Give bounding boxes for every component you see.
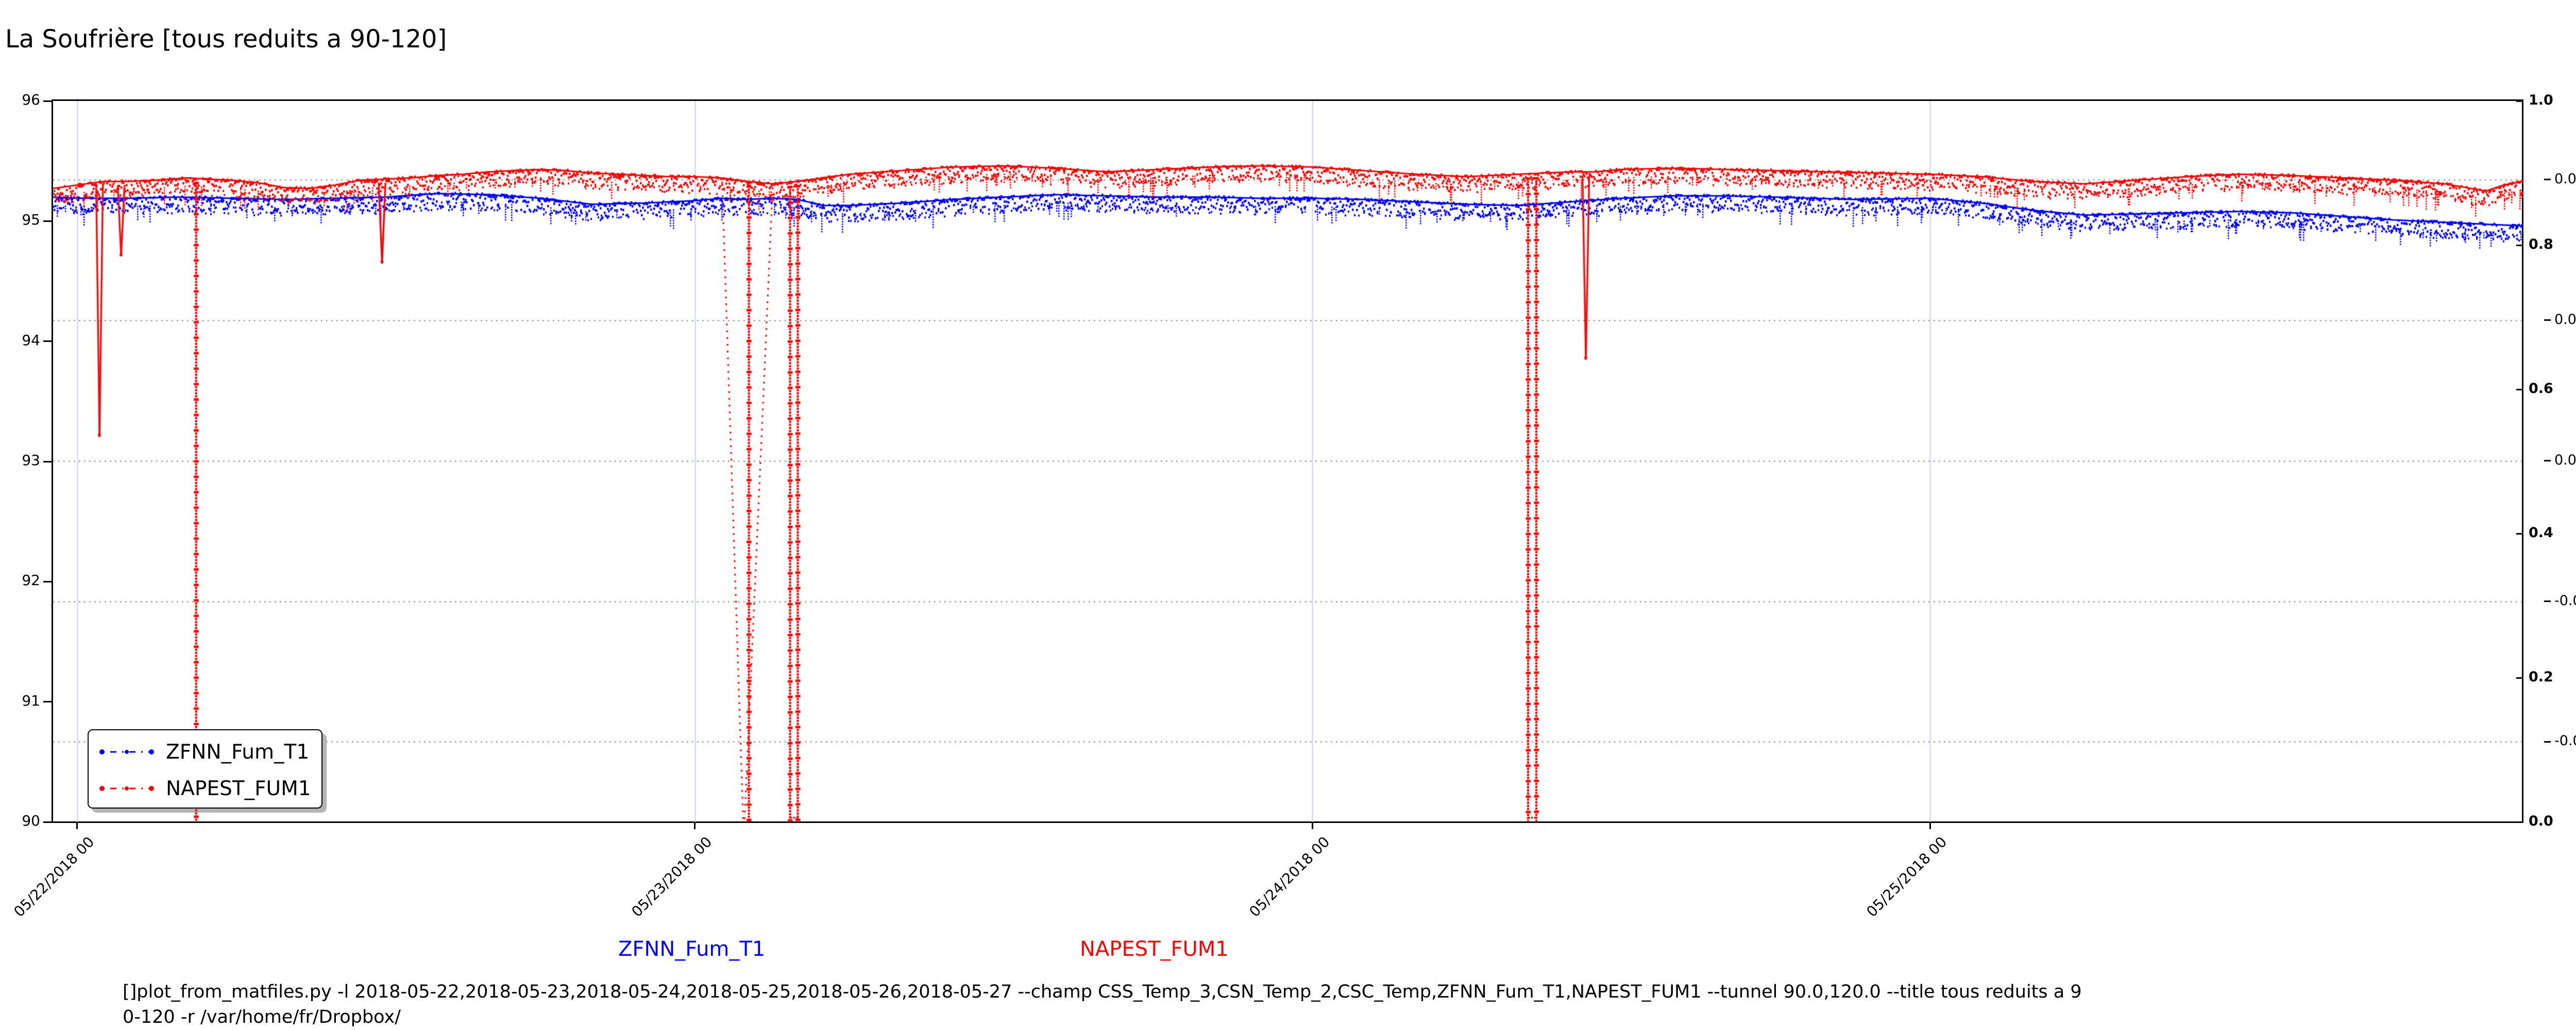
right-inner-ytick-label: 0.8 — [2529, 236, 2553, 252]
left-ytick-mark — [43, 821, 52, 823]
page-title: La Soufrière [tous reduits a 90-120] — [5, 25, 447, 54]
right-outer-ytick-label: 0.04 — [2554, 170, 2576, 187]
left-ytick-mark — [43, 460, 52, 462]
right-inner-ytick-label: 0.0 — [2529, 813, 2553, 829]
legend-item-napest: NAPEST_FUM1 — [89, 776, 321, 801]
x-tick-mark — [1929, 822, 1931, 829]
right-inner-ytick-mark — [2516, 821, 2523, 823]
left-ytick-mark — [43, 701, 52, 703]
legend-item-zfnn: ZFNN_Fum_T1 — [89, 740, 321, 764]
footer-line-1: []plot_from_matfiles.py -l 2018-05-22,20… — [123, 982, 2082, 1002]
right-outer-ytick-mark — [2544, 600, 2551, 603]
x-tick-mark — [694, 822, 696, 829]
right-inner-ytick-label: 0.4 — [2529, 525, 2553, 541]
right-outer-ytick-label: 0.02 — [2554, 311, 2576, 328]
right-outer-ytick-mark — [2544, 741, 2551, 743]
right-inner-ytick-mark — [2516, 388, 2523, 390]
right-inner-ytick-mark — [2516, 677, 2523, 679]
x-tick-mark — [1311, 822, 1313, 829]
x-tick-label: 05/24/2018 00 — [1245, 833, 1333, 920]
right-inner-ytick-mark — [2516, 244, 2523, 246]
right-outer-ytick-mark — [2544, 179, 2551, 181]
footer-line-2: 0-120 -r /var/home/fr/Dropbox/ — [123, 1007, 401, 1027]
legend-label-napest: NAPEST_FUM1 — [166, 777, 311, 800]
x-tick-label: 05/22/2018 00 — [10, 833, 98, 920]
right-outer-ytick-label: 0.00 — [2554, 452, 2576, 468]
right-outer-ytick-mark — [2544, 460, 2551, 462]
legend-line-sample-red-icon — [99, 786, 154, 791]
x-tick-label: 05/23/2018 00 — [628, 833, 716, 920]
command-line-footer: []plot_from_matfiles.py -l 2018-05-22,20… — [123, 980, 2082, 1030]
left-ytick-label: 95 — [22, 211, 40, 229]
right-inner-ytick-mark — [2516, 533, 2523, 535]
left-ytick-label: 96 — [22, 91, 40, 108]
right-inner-ytick-label: 0.2 — [2529, 669, 2553, 685]
left-ytick-mark — [43, 580, 52, 582]
chart-legend: ZFNN_Fum_T1 NAPEST_FUM1 — [88, 729, 323, 809]
right-outer-ytick-label: -0.04 — [2554, 733, 2576, 749]
series-annotation-napest: NAPEST_FUM1 — [1080, 937, 1229, 961]
left-ytick-label: 92 — [22, 572, 40, 589]
right-outer-ytick-label: -0.02 — [2554, 592, 2576, 609]
left-ytick-label: 90 — [22, 812, 40, 829]
left-ytick-label: 91 — [22, 692, 40, 709]
left-ytick-mark — [43, 340, 52, 342]
left-ytick-label: 94 — [22, 331, 40, 349]
series-annotation-zfnn: ZFNN_Fum_T1 — [618, 937, 766, 961]
legend-line-sample-blue-icon — [99, 749, 154, 754]
left-ytick-mark — [43, 100, 52, 102]
legend-label-zfnn: ZFNN_Fum_T1 — [166, 741, 310, 764]
left-ytick-label: 93 — [22, 452, 40, 469]
right-inner-ytick-label: 0.6 — [2529, 381, 2553, 397]
x-tick-label: 05/25/2018 00 — [1863, 833, 1951, 920]
right-inner-ytick-mark — [2516, 100, 2523, 102]
chart-plot-area — [53, 101, 2523, 822]
x-tick-mark — [76, 822, 78, 829]
left-ytick-mark — [43, 220, 52, 222]
right-outer-ytick-mark — [2544, 319, 2551, 321]
right-inner-ytick-label: 1.0 — [2529, 92, 2553, 108]
